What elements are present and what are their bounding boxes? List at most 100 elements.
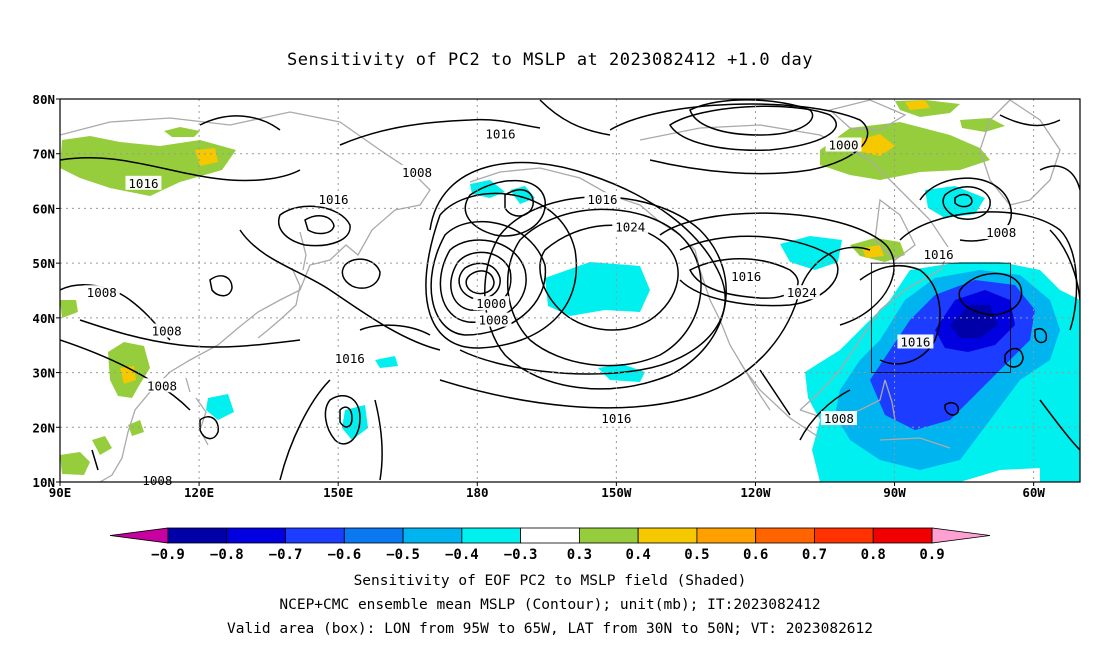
colorbar-swatch: [167, 527, 228, 544]
contour-label: 1008: [824, 411, 854, 426]
lon-tick-label: 60W: [1022, 485, 1045, 500]
isobar-1016: [339, 118, 541, 146]
isobar-polar: [199, 115, 281, 131]
coastline-alaska: [469, 167, 821, 439]
shaded-sensitivity: [60, 100, 1080, 482]
isobar-tropical: [91, 449, 99, 471]
contour-label-bg: [144, 378, 180, 393]
contour-label-bg: [331, 350, 368, 365]
colorbar-arrow-high: [931, 527, 991, 544]
lon-tick-label: 90W: [883, 485, 906, 500]
mslp-contours: [60, 99, 1080, 481]
isobar-1016-box: [859, 264, 941, 365]
lon-tick-label: 120W: [740, 485, 771, 500]
colorbar-label: 0.7: [802, 547, 827, 563]
isobar-polar: [1039, 165, 1080, 191]
isobar-ring-nw-pacific: [278, 205, 351, 247]
isobar-small-low: [1034, 328, 1048, 344]
isobar-1016-pacific-high: [439, 246, 871, 409]
negative-region: [342, 405, 368, 440]
positive-strong-region: [862, 245, 884, 258]
isobar-1000: [689, 99, 814, 136]
isobar-1008: [425, 192, 578, 349]
contour-label-bg: [598, 411, 635, 426]
colorbar-label: −0.7: [269, 547, 303, 563]
contour-label: 1016: [318, 192, 348, 207]
isobar-1016-na: [679, 235, 839, 307]
contour-label-bg: [820, 411, 857, 426]
positive-region: [960, 118, 1005, 132]
isobar-polar: [539, 99, 611, 136]
colorbar-swatch: [461, 527, 522, 544]
negative-region: [545, 262, 650, 316]
contour-label-bg: [612, 219, 649, 234]
colorbar-label: 0.5: [684, 547, 709, 563]
colorbar-label: 0.6: [743, 547, 768, 563]
contour-label-bg: [783, 285, 820, 300]
lat-tick-label: 70N: [32, 147, 55, 162]
colorbar-label: −0.3: [504, 547, 538, 563]
lat-tick-label: 30N: [32, 366, 55, 381]
positive-strong-region: [195, 148, 218, 166]
colorbar: −0.9 −0.8 −0.7 −0.6 −0.5 −0.4 −0.3 0.3 0.4 0.5 0.6…: [109, 527, 991, 563]
map-frame: [59, 98, 1081, 483]
isobar-ring-tropical: [199, 416, 219, 440]
isobar-1016: [609, 103, 869, 175]
caption-valid-area: Valid area (box): LON from 95W to 65W, L…: [226, 621, 873, 637]
colorbar-swatch: [578, 527, 639, 544]
contour-label: 1016: [731, 269, 761, 284]
isobar-polar: [999, 114, 1061, 127]
contour-label: 1016: [335, 351, 365, 366]
isobar-low-labrador: [954, 193, 973, 208]
isobar-1012: [484, 196, 727, 390]
coastline-gulf: [799, 379, 886, 421]
isobar-ring-central: [341, 258, 381, 289]
coastline-florida: [884, 379, 896, 421]
isobar-1008-asia: [79, 319, 301, 348]
positive-strong-region: [858, 134, 895, 156]
map-title: Sensitivity of PC2 to MSLP at 2023082412…: [286, 50, 813, 70]
isobar-1008-na: [659, 212, 895, 326]
positive-region: [128, 420, 144, 436]
coastline-hudson: [874, 198, 916, 261]
contour-label: 1008: [152, 324, 182, 339]
contour-label-bg: [825, 137, 862, 152]
contour-label: 1016: [128, 176, 158, 191]
contour-label-bg: [83, 285, 120, 300]
caption-shading: Sensitivity of EOF PC2 to MSLP field (Sh…: [353, 573, 747, 589]
isobar-1016-atlantic: [899, 211, 1078, 331]
negative-core-region: [950, 305, 998, 338]
axis-labels: 90E 120E 150E 180 150W 120W 90W 60W 10N 20N 30N 40N…: [32, 92, 1045, 500]
isobar-atlantic-east: [1039, 399, 1080, 451]
negative-region: [780, 236, 842, 270]
coastline-philippines: [195, 397, 209, 446]
contour-label: 1008: [87, 285, 117, 300]
valid-area-box: [870, 262, 1011, 373]
lat-tick-label: 10N: [32, 475, 55, 490]
positive-region: [820, 122, 990, 180]
lat-tick-label: 80N: [32, 92, 55, 107]
contour-label: 1016: [485, 127, 515, 142]
isobar-1020: [507, 208, 702, 367]
contour-label: 1000: [476, 296, 506, 311]
contour-label: 1016: [601, 411, 631, 426]
isobar-1008-low-dateline: [464, 179, 546, 237]
isobar-992-low: [465, 270, 495, 295]
lat-tick-label: 40N: [32, 311, 55, 326]
lon-tick-label: 120E: [184, 485, 214, 500]
contour-label: 1016: [924, 247, 954, 262]
colorbar-label: −0.6: [327, 547, 361, 563]
contour-label-bg: [983, 225, 1020, 240]
coastline-sakhalin: [299, 231, 307, 271]
lon-tick-label: 180: [466, 485, 489, 500]
contour-label-bg: [482, 126, 519, 141]
contour-label-bg: [728, 268, 765, 283]
contour-label-bg: [920, 246, 957, 261]
lon-tick-label: 150E: [323, 485, 353, 500]
lat-tick-label: 60N: [32, 201, 55, 216]
positive-region: [60, 136, 236, 196]
lon-tick-label: 150W: [601, 485, 632, 500]
contour-label: 1008: [402, 165, 432, 180]
isobar-1016: [429, 161, 726, 375]
